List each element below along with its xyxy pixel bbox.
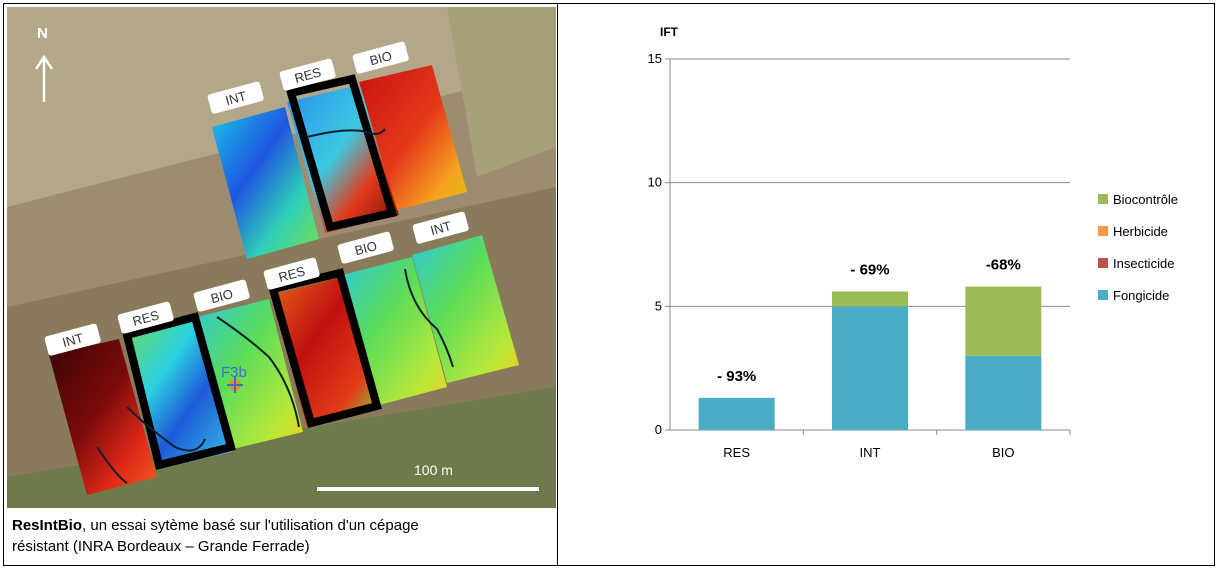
plot-tag-text: RES [131, 307, 161, 328]
res-frame-lower [122, 312, 236, 470]
chart-legend: Biocontrôle Herbicide Insecticide Fongicide [1098, 192, 1178, 303]
plot-tag-text: INT [429, 218, 453, 238]
scale-bar [317, 487, 539, 491]
aerial-map: INT RES BIO INT RES BIO RES BIO INT F3b … [7, 7, 556, 508]
legend-label: Biocontrôle [1113, 192, 1178, 207]
ift-chart: IFT 0 5 10 15 RES INT BIO - 93% - 69% -68% Bioc… [560, 6, 1210, 566]
y-tick-label: 15 [648, 51, 662, 66]
bar-res-fongicide [698, 397, 775, 430]
y-tick-label: 10 [648, 175, 662, 190]
legend-label: Insecticide [1113, 256, 1174, 271]
plot-res-upper [287, 85, 399, 233]
bar-annotations: - 93% - 69% -68% [717, 257, 1021, 385]
plot-int-upper [212, 107, 319, 259]
plot-tag-text: BIO [368, 48, 394, 68]
bar-annotation: - 69% [850, 261, 889, 278]
y-tick-labels: 0 5 10 15 [648, 51, 662, 437]
bar-bio-fongicide [965, 355, 1042, 430]
res-frame-upper [285, 74, 398, 232]
plot-int-right [412, 235, 519, 383]
crosshair-icon [227, 377, 243, 393]
chart-bars [698, 286, 1042, 430]
bar-int-biocontrôle [832, 291, 908, 307]
plot-tag-text: BIO [353, 238, 379, 258]
legend-label: Herbicide [1113, 224, 1168, 239]
plot-tag-text: RES [293, 64, 323, 85]
plot-tag-text: RES [277, 263, 307, 284]
res-frame-mid [268, 268, 382, 428]
plot-code-label: F3b [221, 364, 247, 381]
plot-int-lower [49, 339, 157, 495]
scale-label: 100 m [414, 462, 453, 478]
y-tick-label: 5 [655, 298, 662, 313]
plot-bio-mid [342, 257, 447, 405]
panel-divider [557, 3, 558, 566]
x-tick-label: BIO [992, 445, 1014, 460]
bar-annotation: - 93% [717, 368, 756, 385]
plot-label-tags: INT RES BIO INT RES BIO RES BIO INT [44, 41, 469, 356]
x-tick-label: INT [860, 445, 881, 460]
bar-bio-biocontrôle [965, 286, 1042, 356]
north-arrow-icon [34, 54, 54, 102]
legend-swatch [1098, 290, 1108, 300]
caption-line2: résistant (INRA Bordeaux – Grande Ferrad… [12, 538, 310, 555]
x-tick-label: RES [723, 445, 750, 460]
plot-tag-text: BIO [209, 286, 235, 306]
plot-tag-text: INT [224, 88, 248, 108]
legend-swatch [1098, 226, 1108, 236]
legend-swatch [1098, 194, 1108, 204]
legend-swatch [1098, 258, 1108, 268]
plot-bio-upper [359, 65, 467, 210]
plot-tag-text: INT [61, 330, 85, 350]
legend-label: Fongicide [1113, 288, 1169, 303]
bar-annotation: -68% [986, 257, 1021, 274]
caption-line1: , un essai sytème basé sur l'utilisation… [82, 517, 419, 534]
north-label: N [37, 25, 48, 42]
y-axis-title: IFT [660, 25, 679, 39]
bar-int-fongicide [832, 306, 908, 430]
figure-frame [3, 3, 1215, 566]
caption-title: ResIntBio [12, 517, 83, 534]
y-tick-label: 0 [655, 422, 662, 437]
x-tick-labels: RES INT BIO [723, 445, 1014, 460]
map-caption: ResIntBio, un essai sytème basé sur l'ut… [12, 515, 552, 557]
